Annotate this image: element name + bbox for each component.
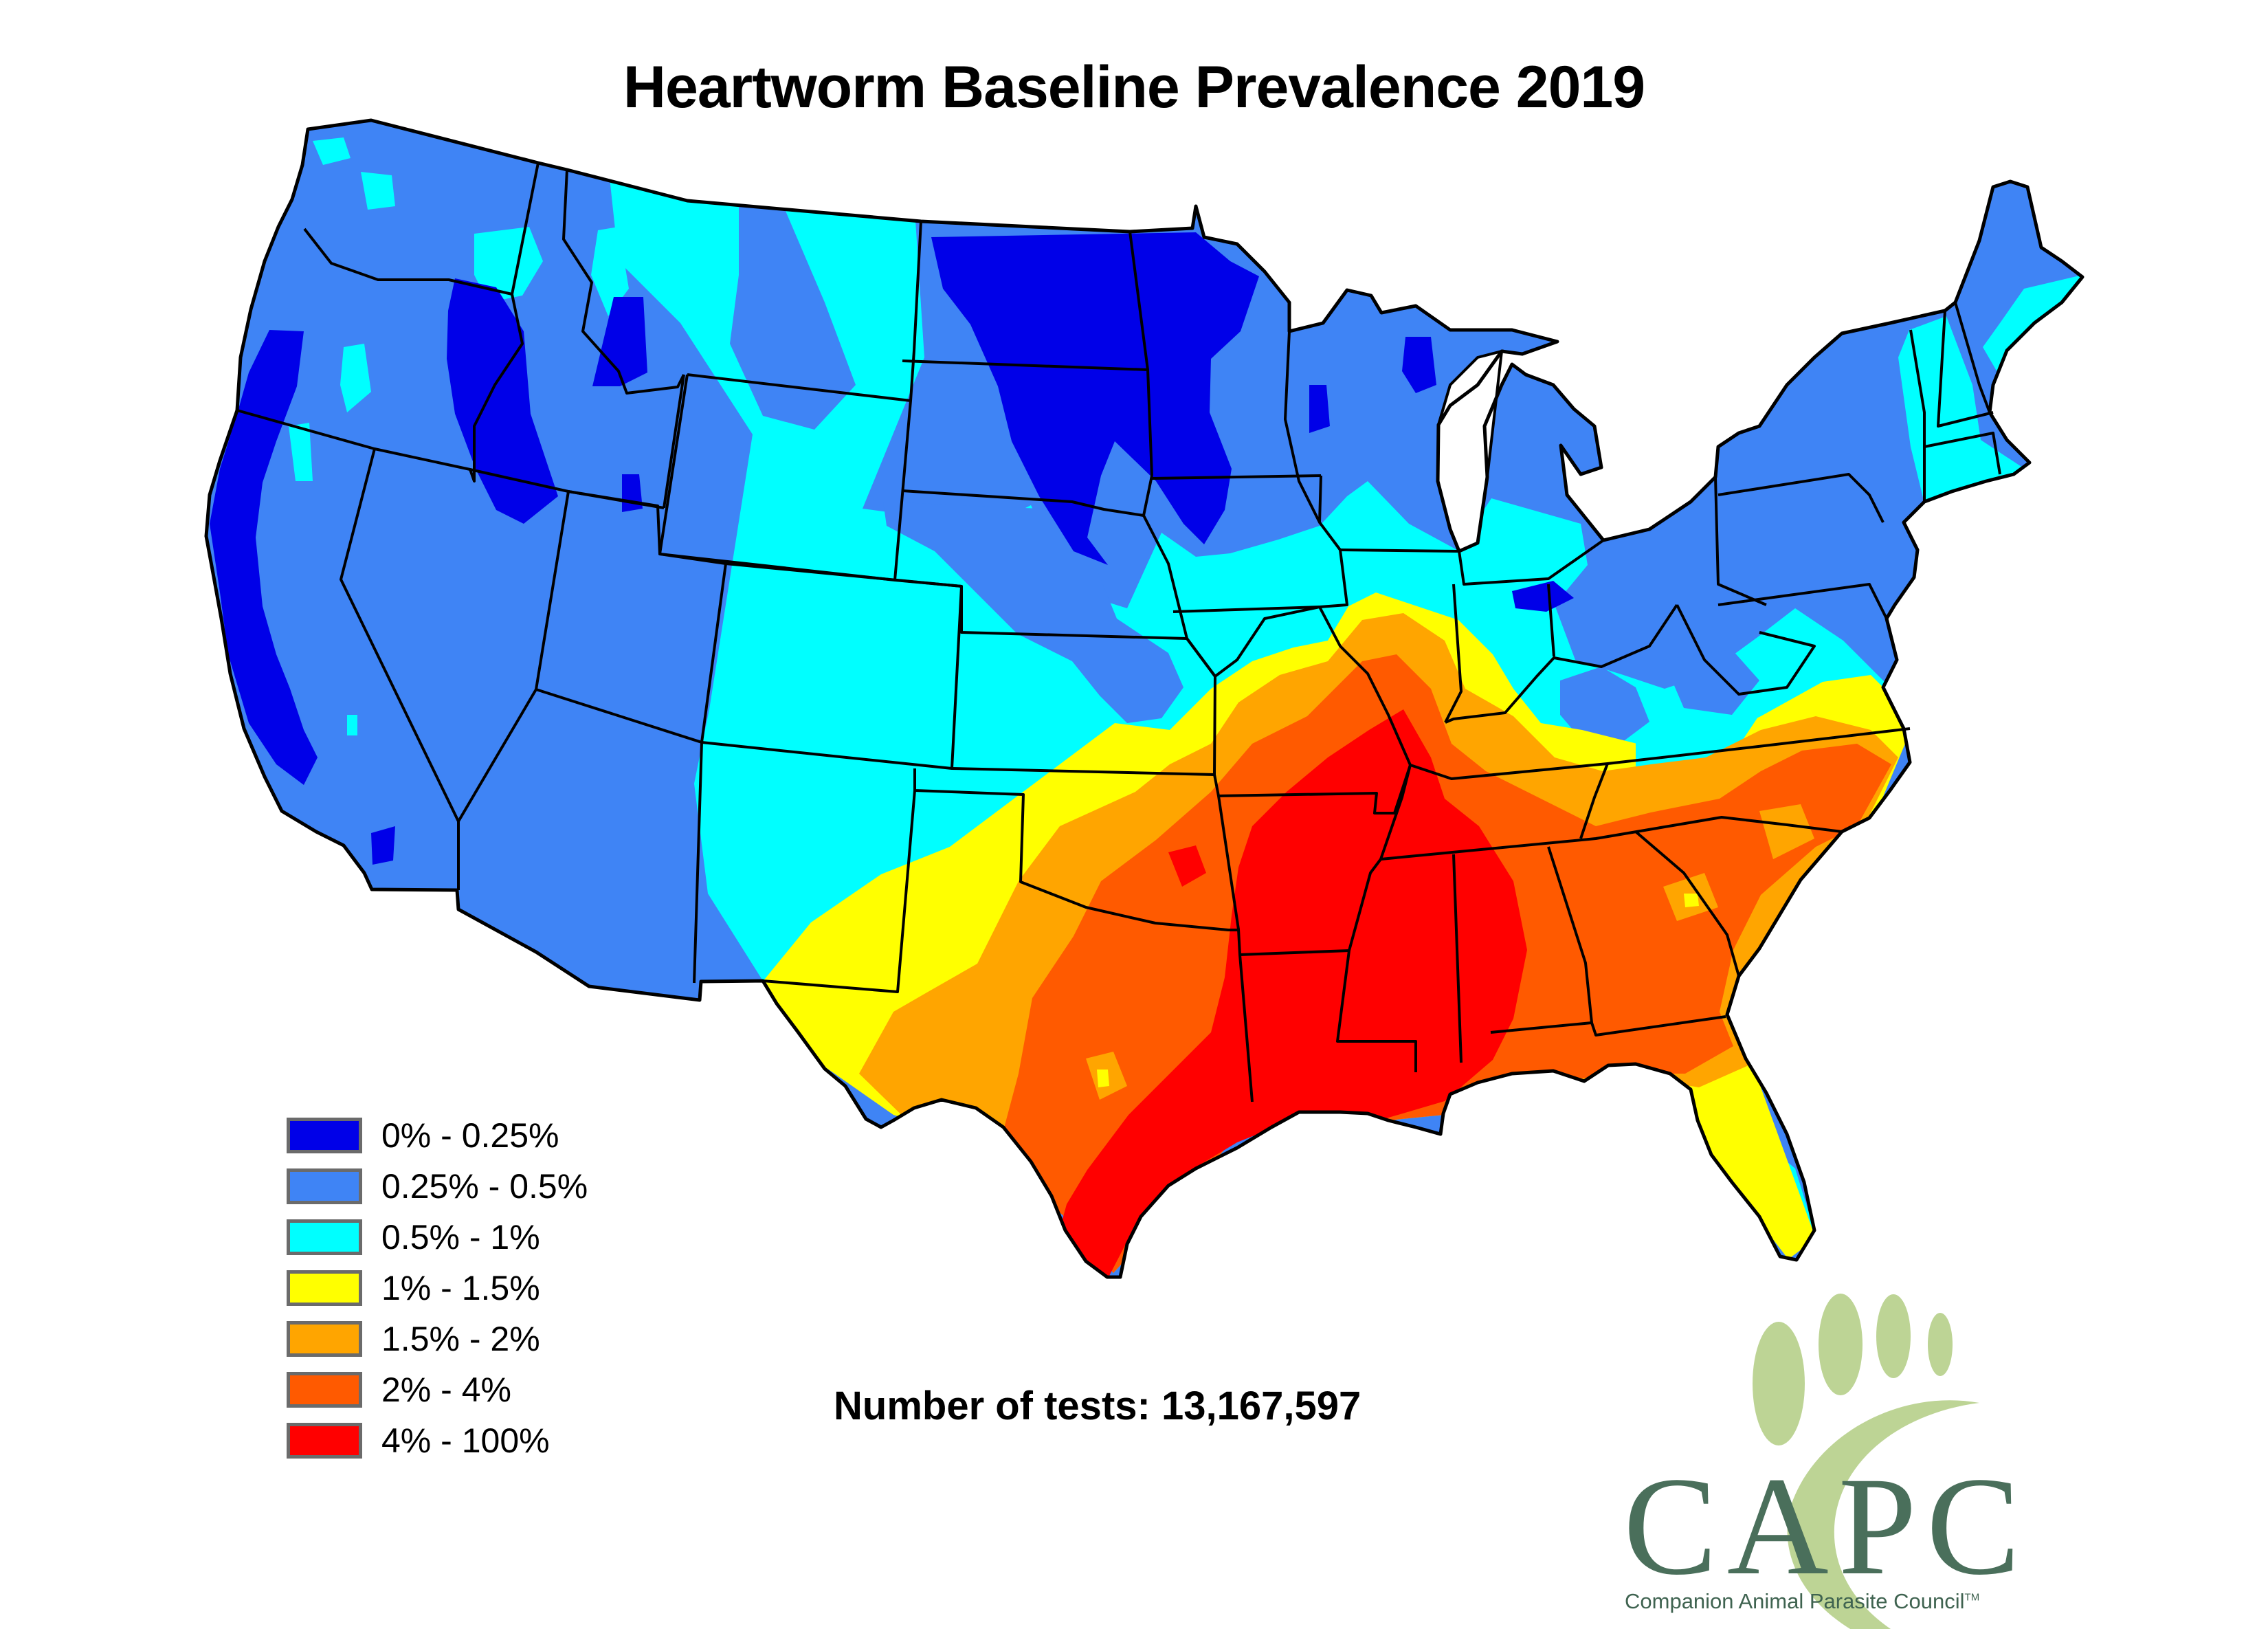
legend: 0% - 0.25% 0.25% - 0.5% 0.5% - 1% 1% - 1… [287,1110,588,1466]
legend-swatch-025-05 [287,1168,362,1204]
legend-swatch-0-025 [287,1118,362,1153]
zone-025-05-kentucky-patches [1560,650,1759,742]
legend-item: 1% - 1.5% [287,1263,588,1314]
border-mo-north [1186,606,1320,678]
legend-item: 0.25% - 0.5% [287,1161,588,1212]
zone-0-025-socal-blob [371,826,395,865]
border-nebraska-kansas [894,579,1216,775]
legend-item: 1.5% - 2% [287,1314,588,1364]
border-nm-tx [762,790,916,993]
border-nh-me [1954,302,1991,413]
border-ny-vt-ma [1909,329,1926,502]
border-ne-ia-mo [1142,515,1188,639]
legend-label: 1.5% - 2% [381,1320,540,1358]
border-wv [1676,604,1816,696]
logo-subtitle: Companion Animal Parasite CouncilTM [1625,1589,1979,1614]
zone-4-100 [1052,709,1527,1277]
legend-label: 4% - 100% [381,1421,550,1460]
border-ma-ct-ri [1924,432,2001,475]
border-ohio-river [1445,603,1678,724]
legend-label: 2% - 4% [381,1371,511,1409]
border-tn-nc [1579,763,1609,839]
border-or-id [469,293,524,483]
zone-0-025-idaho-small [592,297,647,512]
zone-05-1-washington-patches [313,137,629,316]
paw-toe-1-icon [1753,1322,1805,1445]
trademark-mark: TM [1964,1591,1980,1604]
border-ms-al [1452,854,1463,1063]
border-wa-id [511,162,540,295]
legend-swatch-15-2 [287,1321,362,1357]
zone-0-025-california-coast [210,330,318,785]
legend-swatch-4-100 [287,1423,362,1459]
border-mn-wi [1284,331,1322,524]
border-colorado [701,562,963,770]
border-ok-ar-tx-la [1213,774,1254,1102]
legend-item: 0% - 0.25% [287,1110,588,1161]
zone-025-05-plains-lobe [883,502,1183,723]
border-ga-sc [1634,830,1740,977]
zone-0-025-dakotas-minnesota [931,232,1259,565]
legend-label: 0.25% - 0.5% [381,1167,588,1206]
legend-label: 0.5% - 1% [381,1218,540,1256]
legend-swatch-05-1 [287,1219,362,1255]
zone-0-025-wisconsin-blobs [1309,337,1574,612]
legend-label: 0% - 0.25% [381,1116,559,1155]
border-mississippi-river [1318,606,1417,1072]
paw-toe-2-icon [1819,1294,1863,1395]
border-sd-ne [902,475,1153,517]
logo-letters: CAPC [1623,1448,2030,1604]
legend-item: 2% - 4% [287,1364,588,1415]
border-il-in [1444,584,1463,723]
border-mn-ia [1151,474,1322,480]
border-mi-in-oh [1458,539,1605,586]
border-ny-pa [1717,473,1885,523]
paw-toe-4-icon [1928,1313,1953,1376]
us-prevalence-map [0,0,2268,1547]
number-of-tests: Number of tests: 13,167,597 [834,1384,1361,1428]
zone-05-1-tennessee-wedge [1636,715,1759,777]
legend-swatch-1-15 [287,1270,362,1306]
legend-label: 1% - 1.5% [381,1269,540,1307]
paw-toe-3-icon [1876,1294,1911,1378]
border-tn-south-nc-sc [1380,816,1843,861]
border-ks-ok [951,767,1215,776]
border-dakotas-mn [1129,231,1153,476]
border-vt-nh [1937,310,1994,428]
zone-025-05-montana-lobe [730,206,856,430]
state-borders [236,162,2001,1102]
border-pa-md [1717,583,1888,619]
border-id-mt [562,169,685,395]
border-ut [568,490,727,743]
border-al-fl [1490,1021,1592,1034]
chart-title: Heartworm Baseline Prevalence 2019 [623,54,1645,120]
border-in-oh [1547,584,1555,657]
border-wa-or [303,228,513,296]
border-oh-pa [1714,476,1767,606]
border-ok-tx [913,768,1240,931]
border-ca-nv [340,448,460,890]
border-wi-ia-il [1318,521,1348,608]
legend-item: 4% - 100% [287,1415,588,1466]
border-ia-mo [1172,606,1320,613]
logo-subtitle-text: Companion Animal Parasite Council [1625,1589,1965,1613]
border-wi-il [1339,548,1460,553]
border-ar-la [1239,949,1350,956]
border-nd-sd [902,359,1148,371]
border-mt-dakotas [909,221,922,401]
zone-05-1-new-england [1898,316,2033,503]
legend-item: 0.5% - 1% [287,1212,588,1263]
legend-swatch-2-4 [287,1372,362,1408]
border-id-wy [663,374,685,509]
zone-4-100-oklahoma-patch [1168,845,1206,887]
border-mo-ar [1218,764,1412,814]
capc-logo: CAPC Companion Animal Parasite CouncilTM [1608,1285,2103,1629]
